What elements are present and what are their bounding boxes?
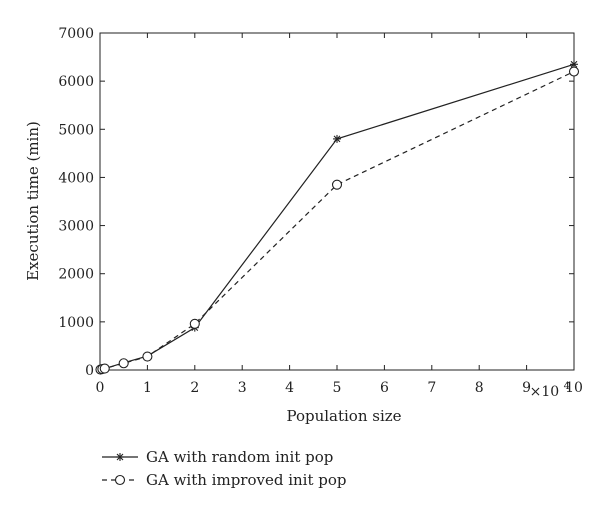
y-tick-label: 1000	[58, 315, 94, 331]
y-tick-label: 0	[85, 363, 94, 379]
x-multiplier-exponent: 4	[564, 381, 570, 392]
x-tick-label: 9	[522, 380, 531, 396]
data-point-circle	[331, 179, 343, 190]
legend-circle	[114, 474, 126, 486]
legend: GA with random init pop GA with improved…	[102, 448, 347, 489]
x-axis-label: Population size	[286, 407, 401, 425]
y-tick-label: 4000	[58, 170, 94, 186]
legend-label-improved: GA with improved init pop	[146, 471, 347, 489]
plot-area	[99, 32, 575, 371]
series-line-1	[100, 70, 575, 371]
x-tick-label: 7	[427, 380, 436, 396]
x-tick-label: 10	[565, 380, 583, 396]
y-tick-label: 3000	[58, 219, 94, 235]
data-point-star	[570, 60, 578, 69]
y-tick-label: 7000	[58, 26, 94, 42]
data-point-circle	[99, 363, 110, 374]
data-point-circle	[118, 358, 129, 369]
legend-label-random: GA with random init pop	[146, 448, 333, 466]
y-axis-label: Execution time (min)	[24, 121, 42, 281]
x-tick-label: 0	[96, 380, 105, 396]
x-tick-label: 2	[190, 380, 199, 396]
data-point-circle	[142, 351, 153, 362]
series-line-0	[100, 63, 575, 371]
legend-star	[116, 453, 124, 461]
x-axis-ticks: 0 1 2 3 4 5 6 7 8 9 10	[96, 33, 583, 396]
y-tick-label: 2000	[58, 267, 94, 283]
x-tick-label: 1	[143, 380, 152, 396]
y-tick-label: 6000	[58, 74, 94, 90]
legend-entry-improved: GA with improved init pop	[102, 471, 347, 489]
data-point-circle	[568, 66, 580, 77]
x-tick-label: 8	[475, 380, 484, 396]
x-tick-label: 3	[238, 380, 247, 396]
data-point-circle	[189, 318, 200, 329]
data-point-star	[333, 134, 341, 143]
legend-entry-random: GA with random init pop	[102, 448, 333, 466]
y-tick-label: 5000	[58, 122, 94, 138]
x-tick-label: 5	[333, 380, 342, 396]
legend-circle-marker	[114, 474, 126, 486]
legend-star-marker	[116, 453, 124, 461]
x-tick-label: 4	[285, 380, 294, 396]
x-tick-label: 6	[380, 380, 389, 396]
y-axis-ticks: 0 1000 2000 3000 4000 5000 6000 7000	[58, 26, 574, 379]
x-multiplier-base: ×10	[530, 384, 560, 400]
x-multiplier-label: ×10 4	[530, 381, 570, 400]
series-layer	[95, 60, 580, 375]
